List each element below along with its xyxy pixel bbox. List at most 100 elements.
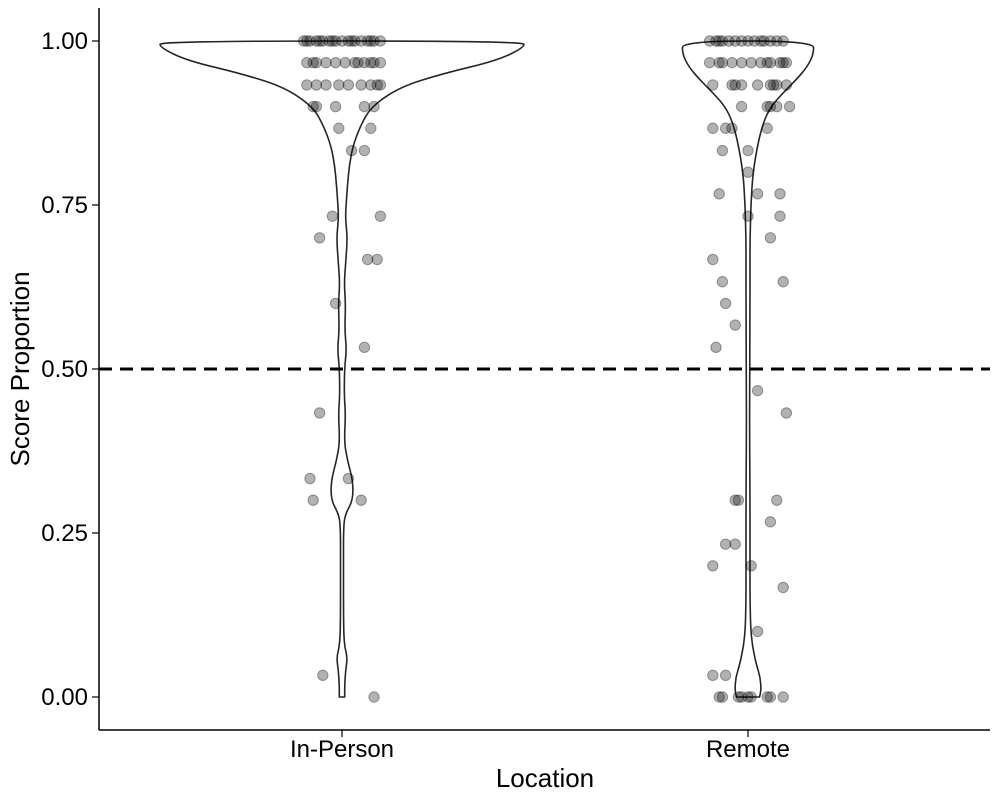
point-in-person: [374, 56, 387, 69]
point-remote: [735, 100, 748, 113]
point-remote: [729, 494, 741, 506]
point-in-person: [310, 79, 323, 91]
point-remote: [751, 79, 764, 91]
point-remote: [735, 691, 748, 703]
point-remote: [777, 56, 789, 69]
point-in-person: [310, 56, 323, 69]
point-in-person: [313, 232, 326, 244]
point-in-person: [301, 35, 313, 47]
point-remote: [716, 56, 729, 69]
point-remote: [764, 516, 777, 528]
point-remote: [707, 669, 719, 682]
point-remote: [761, 56, 773, 69]
point-in-person: [313, 35, 326, 47]
point-remote: [745, 560, 757, 572]
point-remote: [729, 538, 741, 550]
point-in-person: [326, 210, 339, 222]
point-remote: [761, 691, 773, 703]
point-remote: [748, 35, 761, 47]
point-remote: [735, 35, 748, 47]
point-in-person: [307, 100, 319, 113]
y-axis-title: Score Proportion: [5, 271, 35, 466]
point-in-person: [342, 35, 355, 47]
point-remote: [780, 407, 793, 419]
violins-layer: [159, 40, 815, 698]
point-in-person: [310, 35, 323, 47]
point-in-person: [329, 35, 342, 47]
point-remote: [719, 538, 732, 550]
point-in-person: [333, 79, 345, 91]
point-in-person: [342, 472, 355, 485]
point-remote: [774, 210, 786, 222]
point-in-person: [355, 79, 367, 91]
point-in-person: [317, 35, 329, 47]
point-remote: [713, 35, 725, 47]
point-in-person: [358, 144, 371, 157]
point-in-person: [355, 35, 367, 47]
point-remote: [707, 253, 719, 266]
point-remote: [745, 56, 757, 69]
point-remote: [719, 122, 732, 134]
point-remote: [751, 625, 764, 638]
point-remote: [764, 232, 777, 244]
x-ticks: In-Person Remote: [290, 730, 790, 763]
x-tick-label: In-Person: [290, 736, 394, 763]
x-tick-label: Remote: [706, 736, 790, 763]
point-remote: [767, 79, 780, 91]
point-remote: [758, 35, 770, 47]
point-remote: [729, 79, 741, 91]
point-in-person: [368, 100, 380, 113]
point-remote: [707, 79, 719, 91]
point-remote: [764, 100, 777, 113]
point-remote: [729, 319, 741, 331]
point-remote: [726, 56, 738, 69]
point-in-person: [317, 669, 329, 682]
point-remote: [742, 210, 754, 222]
point-remote: [719, 669, 732, 682]
point-remote: [751, 188, 764, 200]
point-in-person: [371, 253, 383, 266]
point-remote: [716, 144, 729, 157]
point-remote: [732, 691, 745, 703]
point-remote: [729, 35, 741, 47]
point-in-person: [307, 494, 319, 506]
violin-remote: [681, 40, 815, 698]
point-in-person: [358, 100, 371, 113]
point-in-person: [297, 35, 310, 47]
point-remote: [732, 494, 745, 506]
point-remote: [777, 691, 789, 703]
point-in-person: [333, 122, 345, 134]
point-in-person: [374, 79, 387, 91]
point-in-person: [365, 79, 377, 91]
point-remote: [719, 297, 732, 310]
point-remote: [764, 56, 777, 69]
point-remote: [735, 56, 748, 69]
point-in-person: [349, 35, 361, 47]
point-in-person: [368, 35, 380, 47]
point-in-person: [304, 472, 316, 485]
y-ticks: 0.00 0.25 0.50 0.75 1.00: [41, 28, 99, 711]
point-in-person: [320, 56, 332, 69]
point-remote: [713, 691, 725, 703]
point-remote: [726, 79, 738, 91]
point-in-person: [326, 35, 339, 47]
point-remote: [755, 35, 767, 47]
point-remote: [774, 56, 786, 69]
point-remote: [723, 35, 735, 47]
point-remote: [713, 56, 725, 69]
point-in-person: [339, 56, 351, 69]
point-remote: [713, 188, 725, 200]
point-remote: [703, 35, 716, 47]
point-in-person: [374, 210, 387, 222]
point-remote: [710, 35, 722, 47]
point-remote: [780, 79, 793, 91]
point-remote: [771, 494, 783, 506]
point-remote: [777, 35, 789, 47]
point-remote: [771, 100, 783, 113]
point-remote: [716, 35, 729, 47]
point-in-person: [323, 35, 335, 47]
point-in-person: [307, 56, 319, 69]
point-in-person: [342, 79, 355, 91]
point-remote: [755, 56, 767, 69]
